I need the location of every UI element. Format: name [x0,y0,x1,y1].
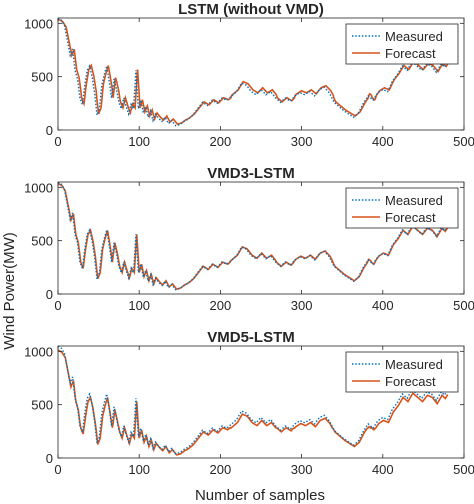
x-tick-label: 200 [210,134,232,149]
x-tick-label: 0 [54,298,61,313]
chart-3: VMD5-LSTM 0 100 200 300 400 500 0 500 1000 Measure… [24,329,474,477]
x-tick-label: 400 [372,298,394,313]
chart-1: LSTM (without VMD) 0 100 200 300 400 500 0 500 10… [24,1,474,149]
x-tick-label: 400 [372,462,394,477]
x-tick-label: 300 [291,298,313,313]
plot-frame [57,345,465,459]
y-tick-label: 0 [46,123,53,138]
legend: Measured Forecast [345,351,459,393]
legend-box [345,187,459,229]
legend: Measured Forecast [345,23,459,65]
chart-2: VMD3-LSTM 0 100 200 300 400 500 0 500 1000 Measure… [24,165,474,313]
series-line-forecast [58,349,449,456]
series-line-forecast [58,182,449,290]
x-tick-label: 100 [128,134,150,149]
figure-xlabel: Number of samples [195,487,325,504]
y-tick-label: 0 [46,451,53,466]
x-tick-label: 0 [54,462,61,477]
legend-label-forecast: Forecast [385,374,436,389]
x-tick-label: 200 [210,298,232,313]
x-tick-label: 0 [54,134,61,149]
series-line-forecast [58,19,449,125]
legend-label-measured: Measured [385,193,443,208]
x-tick-label: 200 [210,462,232,477]
legend-label-forecast: Forecast [385,46,436,61]
y-tick-label: 500 [31,70,53,85]
series-line-measured [58,182,449,291]
x-tick-label: 500 [453,298,474,313]
y-tick-label: 500 [31,234,53,249]
legend-label-measured: Measured [385,29,443,44]
chart-title: LSTM (without VMD) [178,1,324,18]
plot-frame [57,181,465,295]
legend-box [345,23,459,65]
legend-box [345,351,459,393]
chart-title: VMD5-LSTM [207,329,295,346]
x-tick-label: 100 [128,462,150,477]
y-tick-label: 0 [46,287,53,302]
y-tick-label: 1000 [24,180,53,195]
x-tick-label: 300 [291,134,313,149]
plot-frame [57,17,465,131]
series-line-measured [58,18,449,127]
x-tick-label: 400 [372,134,394,149]
y-tick-label: 500 [31,398,53,413]
legend-label-forecast: Forecast [385,210,436,225]
y-tick-label: 1000 [24,16,53,31]
figure-ylabel: Wind Power(MW) [1,232,18,350]
chart-title: VMD3-LSTM [207,165,295,182]
x-tick-label: 100 [128,298,150,313]
legend-label-measured: Measured [385,357,443,372]
y-tick-label: 1000 [24,344,53,359]
x-tick-label: 500 [453,462,474,477]
x-tick-label: 500 [453,134,474,149]
x-tick-label: 300 [291,462,313,477]
legend: Measured Forecast [345,187,459,229]
series-line-measured [58,346,449,455]
